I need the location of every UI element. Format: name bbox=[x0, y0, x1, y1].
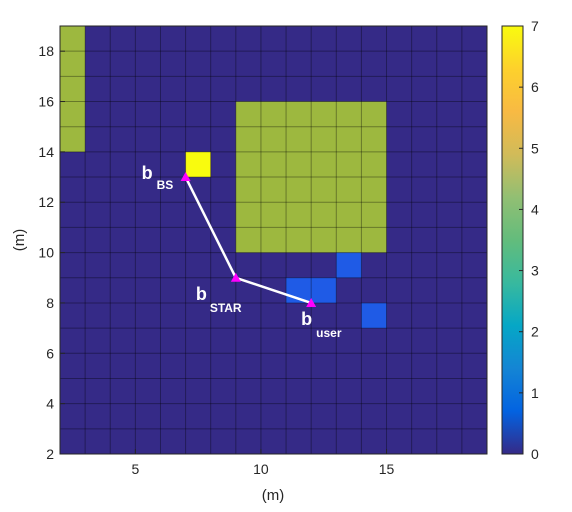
colorbar-gradient bbox=[501, 25, 524, 455]
heatmap-region-5 bbox=[361, 302, 387, 329]
y-tick-label: 6 bbox=[46, 345, 54, 361]
path-node-marker-0 bbox=[180, 172, 191, 182]
path-node-marker-2 bbox=[306, 297, 317, 307]
x-tick-label: 5 bbox=[131, 461, 139, 477]
colorbar-tick-label: 6 bbox=[531, 79, 539, 95]
colorbar-tick-label: 4 bbox=[531, 201, 539, 217]
label-user-subscript: user bbox=[316, 326, 342, 340]
label-star-subscript: STAR bbox=[210, 301, 242, 315]
label-bs-main: b bbox=[142, 163, 153, 183]
x-tick-label: 15 bbox=[379, 461, 395, 477]
heatmap-region-1 bbox=[235, 101, 387, 253]
colorbar-tick-label: 7 bbox=[531, 18, 539, 34]
label-bs-subscript: BS bbox=[157, 178, 174, 192]
y-tick-label: 4 bbox=[46, 396, 54, 412]
path-node-marker-1 bbox=[230, 272, 241, 282]
colorbar-tick-label: 5 bbox=[531, 140, 539, 156]
heatmap-region-0 bbox=[60, 26, 86, 152]
x-axis-label: (m) bbox=[262, 487, 285, 504]
colorbar-tick-label: 0 bbox=[531, 446, 539, 462]
plot-frame bbox=[59, 25, 488, 455]
y-tick-label: 10 bbox=[38, 245, 54, 261]
y-tick-label: 18 bbox=[38, 43, 54, 59]
y-axis-label: (m) bbox=[11, 229, 28, 252]
y-tick-label: 14 bbox=[38, 144, 54, 160]
colorbar-tick-label: 3 bbox=[531, 263, 539, 279]
colorbar-tick-label: 1 bbox=[531, 385, 539, 401]
label-star-main: b bbox=[196, 284, 207, 304]
heatmap-region-4 bbox=[336, 252, 362, 278]
colorbar: 0 1 2 3 4 5 6 7 bbox=[501, 18, 539, 462]
label-user-main: b bbox=[301, 309, 312, 329]
y-tick-label: 12 bbox=[38, 194, 54, 210]
heatmap-region-2 bbox=[185, 151, 211, 178]
y-tick-label: 16 bbox=[38, 94, 54, 110]
x-tick-label: 10 bbox=[253, 461, 269, 477]
colorbar-tick-label: 2 bbox=[531, 324, 539, 340]
y-tick-label: 8 bbox=[46, 295, 54, 311]
y-tick-label: 2 bbox=[46, 446, 54, 462]
